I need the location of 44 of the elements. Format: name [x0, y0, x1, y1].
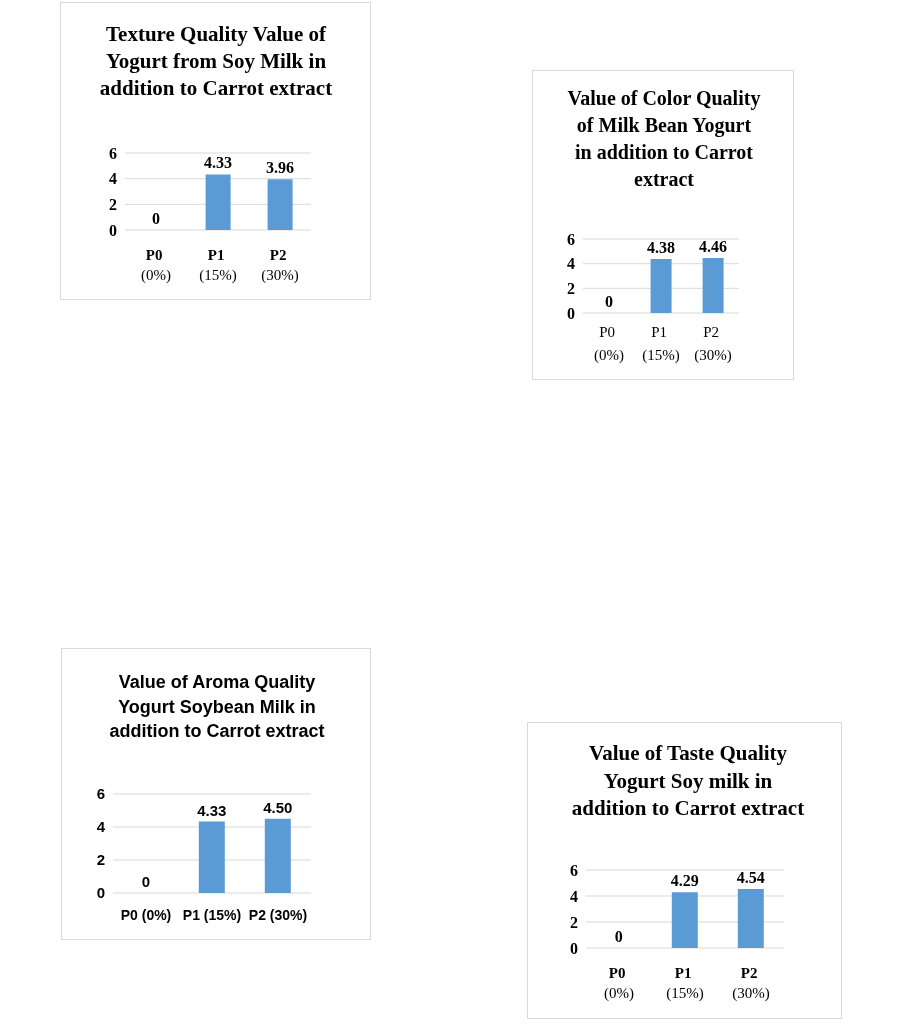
x-tick-label: P0 (0%) — [594, 324, 624, 364]
data-label: 4.54 — [736, 868, 765, 886]
x-tick-label: P1 (15%) — [182, 907, 242, 923]
x-tick-label: P1 (15%) — [666, 965, 704, 1002]
y-tick-label: 6 — [570, 861, 578, 879]
x-tick-label: P1 (15%) — [199, 247, 237, 284]
y-tick-label: 0 — [570, 939, 578, 957]
x-tick-label: P2 (30%) — [732, 965, 770, 1002]
y-tick-label: 2 — [567, 280, 575, 298]
chart-title: Value of Taste Quality Yogurt Soy milk in addition to Carrot extract — [570, 740, 806, 822]
data-label: 3.96 — [266, 159, 295, 177]
y-tick-label: 2 — [570, 913, 578, 931]
y-tick-label: 4 — [567, 255, 575, 273]
y-tick-label: 0 — [567, 304, 575, 322]
y-tick-label: 6 — [96, 785, 105, 803]
y-tick-label: 2 — [96, 851, 105, 869]
data-label: 4.38 — [647, 238, 676, 256]
y-tick-label: 4 — [96, 818, 106, 836]
x-tick-label: P0 (0%) — [604, 965, 634, 1002]
data-label: 0 — [152, 210, 161, 227]
data-label: 4.33 — [197, 801, 227, 819]
data-label: 0 — [605, 293, 614, 310]
x-tick-label: P2 (30%) — [694, 324, 732, 364]
y-tick-label: 6 — [109, 144, 117, 162]
y-tick-label: 6 — [567, 230, 575, 248]
data-label: 4.29 — [670, 872, 699, 890]
data-label: 0 — [614, 928, 623, 945]
y-tick-label: 4 — [570, 887, 578, 905]
x-tick-label: P1 (15%) — [642, 324, 680, 364]
x-tick-label: P0 (0%) — [120, 907, 172, 923]
y-tick-label: 0 — [96, 884, 105, 902]
x-tick-label: P2 (30%) — [248, 907, 308, 923]
data-label: 0 — [141, 873, 150, 890]
chart-title: Value of Aroma Quality Yogurt Soybean Milk in addition to Carrot extract — [108, 671, 326, 743]
x-tick-label: P0 (0%) — [141, 247, 171, 284]
chart-title: Value of Color Quality of Milk Bean Yogurt in addition to Carrot extract — [567, 86, 761, 192]
data-label: 4.33 — [204, 154, 233, 172]
data-label: 4.46 — [699, 237, 728, 255]
y-tick-label: 4 — [109, 170, 117, 188]
y-tick-label: 2 — [109, 196, 117, 214]
y-tick-label: 0 — [109, 221, 117, 239]
chart-title: Texture Quality Value of Yogurt from Soy Milk in addition to Carrot extract — [98, 21, 334, 102]
data-label: 4.50 — [263, 798, 293, 816]
x-tick-label: P2 (30%) — [261, 247, 299, 284]
